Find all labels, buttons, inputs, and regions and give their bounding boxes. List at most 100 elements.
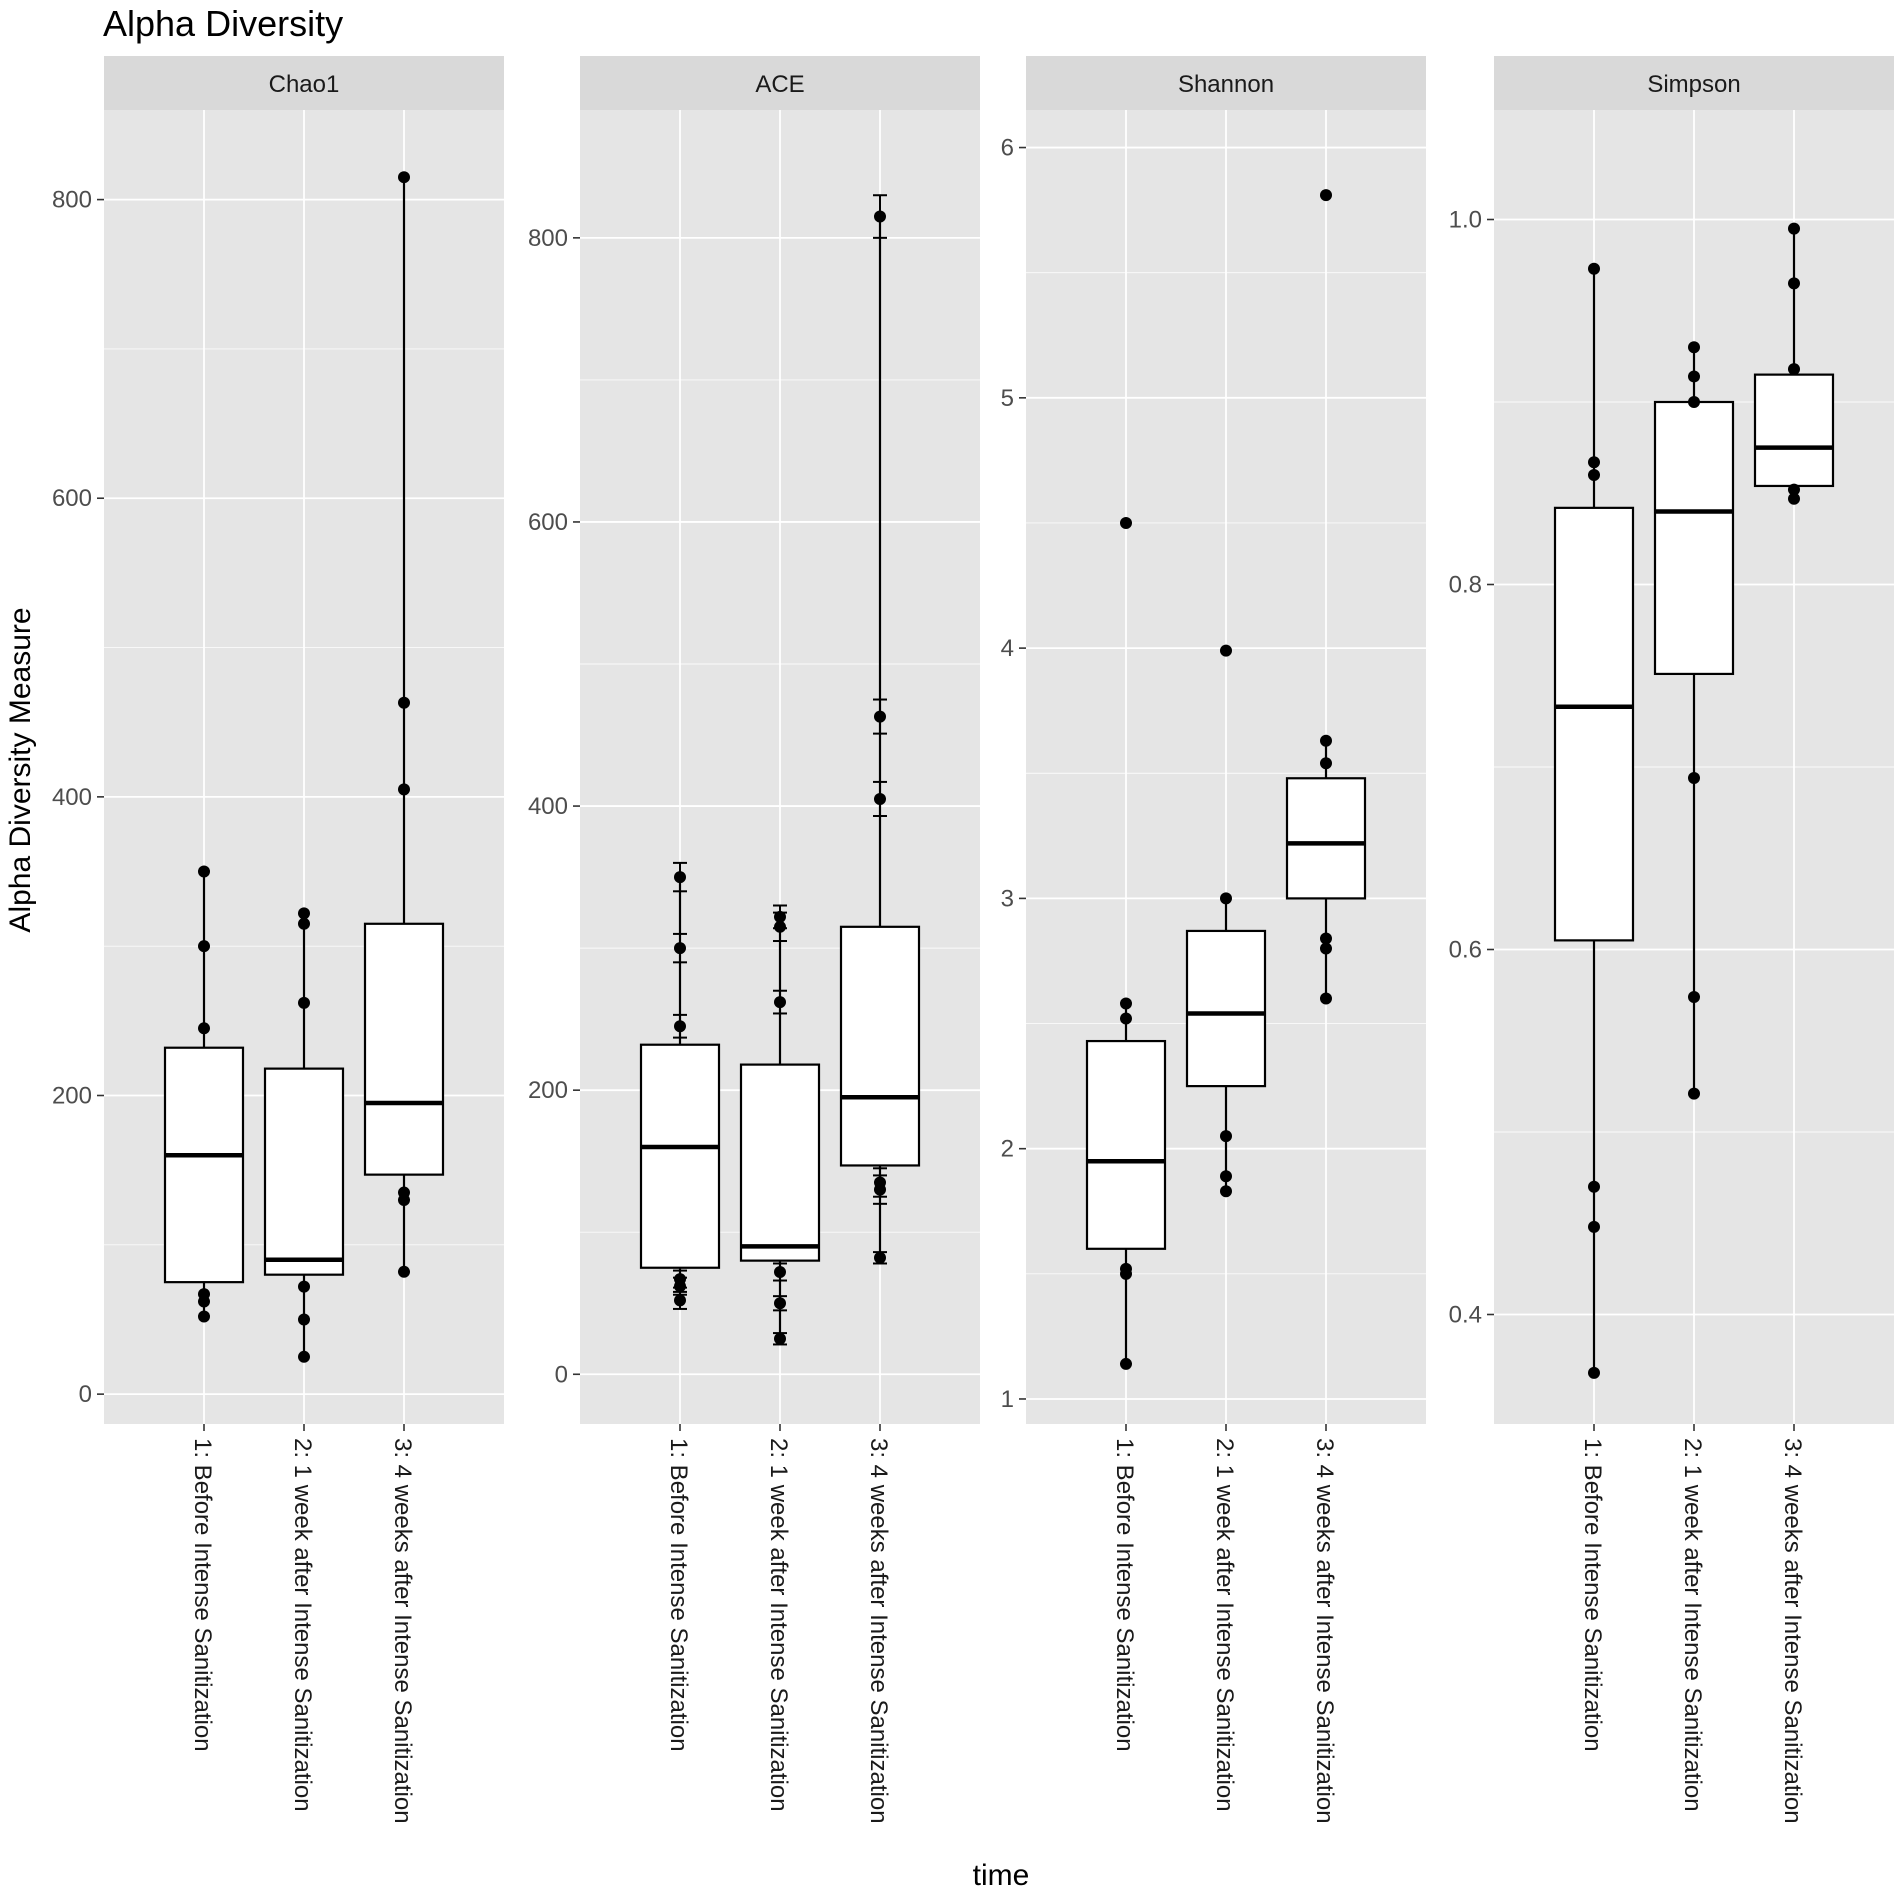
box-iqr xyxy=(639,1043,721,1269)
x-category-label: 2: 1 week after Intense Sanitization xyxy=(1679,1438,1706,1812)
x-category-label: 2: 1 week after Intense Sanitization xyxy=(765,1438,792,1812)
data-point xyxy=(398,696,410,709)
data-point xyxy=(774,920,786,933)
y-tick-label: 0.8 xyxy=(1449,572,1482,599)
x-category-label: 2: 1 week after Intense Sanitization xyxy=(289,1438,316,1812)
y-tick-label: 1 xyxy=(1001,1386,1014,1413)
box-iqr xyxy=(1553,506,1635,942)
data-point xyxy=(198,1310,210,1323)
data-point xyxy=(774,1332,786,1345)
data-point xyxy=(398,1265,410,1278)
data-point xyxy=(198,1288,210,1301)
box-iqr xyxy=(1753,373,1835,488)
data-point xyxy=(1788,492,1800,505)
data-point xyxy=(1788,483,1800,496)
data-point xyxy=(1220,1185,1232,1198)
data-point xyxy=(1220,644,1232,657)
data-point xyxy=(298,1280,310,1293)
facet-panels: Chao1 0 200 400 600 800 1: Before Intense Sani… xyxy=(52,56,1894,1824)
y-tick-label: 1.0 xyxy=(1449,207,1482,234)
y-tick-label: 200 xyxy=(528,1077,568,1104)
panel-shannon: Shannon 1 2 3 4 5 6 1: Before Intense Sanitizat… xyxy=(1001,56,1426,1824)
box-iqr xyxy=(163,1046,245,1284)
data-point xyxy=(298,917,310,930)
x-category-label: 1: Before Intense Sanitization xyxy=(1111,1438,1138,1752)
data-point xyxy=(298,996,310,1009)
facet-strip-label: Chao1 xyxy=(269,71,340,98)
facet-strip xyxy=(104,56,504,110)
x-category-label: 3: 4 weeks after Intense Sanitization xyxy=(389,1438,416,1824)
y-tick-label: 200 xyxy=(52,1083,92,1110)
y-tick-label: 0 xyxy=(79,1381,92,1408)
box-iqr xyxy=(263,1067,345,1276)
facet-strip-label: ACE xyxy=(755,71,804,98)
y-tick-label: 4 xyxy=(1001,635,1014,662)
x-category-label: 3: 4 weeks after Intense Sanitization xyxy=(1779,1438,1806,1824)
panel-simpson: Simpson 0.4 0.6 0.8 1.0 1: Before Intense San… xyxy=(1449,56,1894,1824)
x-category-label: 1: Before Intense Sanitization xyxy=(189,1438,216,1752)
y-tick-label: 5 xyxy=(1001,385,1014,412)
box-iqr xyxy=(363,922,445,1176)
data-point xyxy=(1688,370,1700,383)
x-category-label: 2: 1 week after Intense Sanitization xyxy=(1211,1438,1238,1812)
panel-chao1: Chao1 0 200 400 600 800 1: Before Intense Sani… xyxy=(52,56,504,1824)
facet-strip xyxy=(1026,56,1426,110)
data-point xyxy=(1588,469,1600,481)
y-tick-label: 0 xyxy=(555,1361,568,1388)
data-point xyxy=(1320,932,1332,945)
data-point xyxy=(674,1273,686,1286)
box-iqr xyxy=(1285,777,1367,900)
data-point xyxy=(674,942,686,955)
y-tick-label: 400 xyxy=(52,784,92,811)
data-point xyxy=(1320,942,1332,955)
data-point xyxy=(1688,771,1700,784)
data-point xyxy=(1688,396,1700,408)
data-point xyxy=(1788,277,1800,290)
y-tick-label: 400 xyxy=(528,793,568,820)
y-tick-label: 2 xyxy=(1001,1136,1014,1163)
data-point xyxy=(1320,189,1332,202)
data-point xyxy=(298,907,310,920)
data-point xyxy=(1120,997,1132,1010)
data-point xyxy=(774,1297,786,1310)
data-point xyxy=(1120,1357,1132,1370)
data-point xyxy=(1220,1170,1232,1183)
data-point xyxy=(1788,222,1800,235)
y-tick-label: 0.4 xyxy=(1449,1302,1482,1329)
data-point xyxy=(1320,734,1332,747)
data-point xyxy=(1588,1180,1600,1193)
data-point xyxy=(298,1313,310,1326)
data-point xyxy=(1220,1130,1232,1143)
data-point xyxy=(1320,757,1332,770)
data-point xyxy=(674,871,686,884)
data-point xyxy=(1120,1262,1132,1275)
box-iqr xyxy=(1185,929,1267,1088)
data-point xyxy=(874,792,886,805)
data-point xyxy=(674,1294,686,1307)
y-tick-label: 600 xyxy=(528,509,568,536)
data-point xyxy=(1588,1220,1600,1233)
box-iqr xyxy=(839,925,921,1167)
data-point xyxy=(874,1176,886,1189)
data-point xyxy=(398,783,410,796)
x-category-label: 1: Before Intense Sanitization xyxy=(665,1438,692,1752)
data-point xyxy=(1120,516,1132,529)
x-category-label: 3: 4 weeks after Intense Sanitization xyxy=(865,1438,892,1824)
data-point xyxy=(874,210,886,223)
data-point xyxy=(1588,262,1600,275)
data-point xyxy=(874,710,886,723)
facet-strip xyxy=(1494,56,1894,110)
facet-strip-label: Simpson xyxy=(1647,71,1740,98)
chart-title: Alpha Diversity xyxy=(103,3,343,44)
data-point xyxy=(674,1020,686,1033)
panel-ace: ACE 0 200 400 600 800 1: Before Intense Saniti… xyxy=(528,56,980,1824)
facet-strip xyxy=(580,56,980,110)
data-point xyxy=(1220,892,1232,905)
data-point xyxy=(398,171,410,184)
box-iqr xyxy=(1653,400,1735,676)
data-point xyxy=(874,1251,886,1264)
data-point xyxy=(198,1022,210,1035)
data-point xyxy=(774,1266,786,1279)
data-point xyxy=(1120,1012,1132,1025)
